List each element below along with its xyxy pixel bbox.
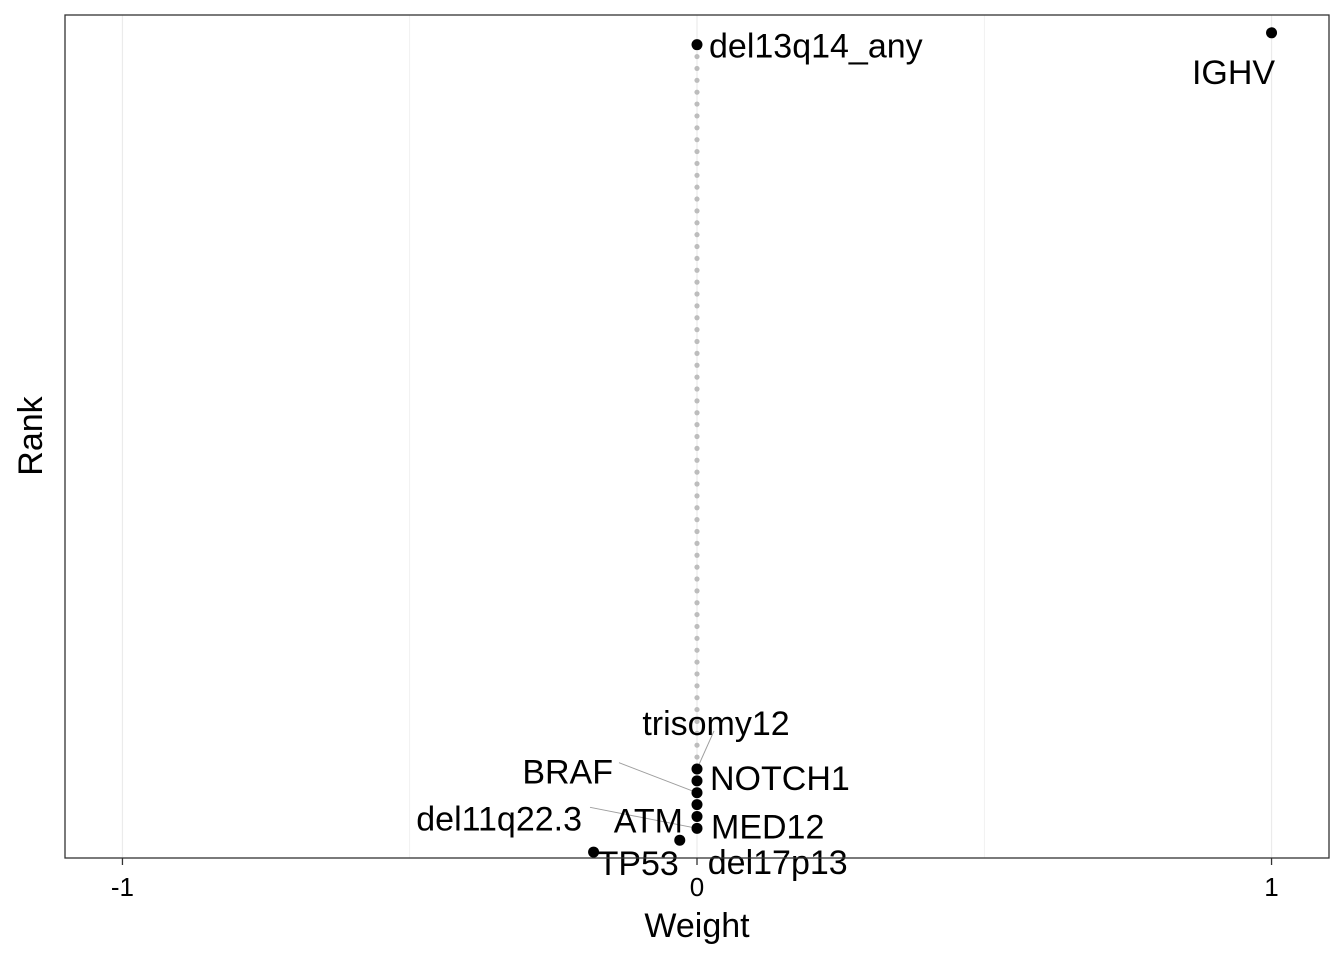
label-leader-line [696, 730, 715, 770]
zero-weight-point [694, 552, 700, 558]
zero-weight-point [694, 303, 700, 309]
zero-weight-point [694, 196, 700, 202]
data-point [691, 787, 703, 799]
zero-weight-point [694, 338, 700, 345]
x-tick-label: 0 [690, 872, 704, 902]
zero-weight-point [694, 53, 700, 60]
point-label: ATM [614, 803, 683, 841]
zero-weight-point [694, 481, 700, 487]
zero-reference-points [694, 53, 700, 760]
label-leader-line [618, 762, 698, 794]
point-label: MED12 [711, 808, 824, 846]
zero-weight-point [694, 327, 700, 333]
zero-weight-point [694, 279, 700, 285]
x-tick-label: 1 [1264, 872, 1278, 902]
zero-weight-point [694, 350, 700, 356]
zero-weight-point [694, 540, 700, 546]
point-label: del17p13 [708, 844, 848, 882]
data-points [588, 27, 1278, 858]
zero-weight-point [694, 718, 700, 725]
zero-weight-point [694, 600, 700, 606]
zero-weight-point [694, 564, 700, 570]
zero-weight-point [694, 65, 700, 72]
zero-weight-point [694, 659, 700, 665]
point-label: IGHV [1192, 54, 1275, 92]
zero-weight-point [694, 89, 700, 95]
zero-weight-point [694, 101, 700, 107]
point-label: TP53 [598, 845, 679, 883]
zero-weight-point [694, 220, 700, 226]
data-point [674, 834, 686, 846]
zero-weight-point [694, 683, 700, 689]
data-point [691, 775, 703, 787]
zero-weight-point [694, 267, 700, 273]
zero-weight-point [694, 362, 700, 368]
point-label: BRAF [522, 754, 613, 792]
zero-weight-point [694, 232, 700, 238]
zero-weight-point [694, 457, 700, 463]
zero-weight-point [694, 635, 700, 641]
point-label: trisomy12 [642, 705, 789, 743]
y-axis-title: Rank [12, 395, 50, 475]
zero-weight-point [694, 742, 700, 748]
zero-weight-point [694, 184, 700, 190]
point-label: del11q22.3 [416, 800, 582, 838]
zero-weight-point [694, 695, 700, 701]
zero-weight-point [694, 671, 700, 677]
zero-weight-point [694, 410, 700, 416]
data-point [691, 810, 703, 822]
zero-weight-point [694, 706, 700, 713]
zero-weight-point [694, 576, 700, 582]
zero-weight-point [694, 647, 700, 653]
zero-weight-point [694, 623, 700, 630]
data-point [691, 763, 703, 775]
zero-weight-point [694, 611, 700, 618]
zero-weight-point [694, 754, 700, 760]
zero-weight-point [694, 160, 700, 167]
data-point [691, 799, 703, 811]
zero-weight-point [694, 445, 700, 451]
zero-weight-point [694, 588, 700, 594]
data-point [691, 822, 703, 834]
zero-weight-point [694, 291, 700, 297]
zero-weight-point [694, 517, 700, 523]
zero-weight-point [694, 493, 700, 499]
label-leader-line [589, 806, 698, 829]
x-axis-title: Weight [644, 907, 750, 945]
zero-weight-point [694, 528, 700, 535]
point-label: del13q14_any [709, 28, 923, 66]
zero-weight-point [694, 730, 700, 736]
zero-weight-point [694, 137, 700, 143]
zero-weight-point [694, 208, 700, 214]
data-point [588, 846, 600, 858]
zero-weight-point [694, 505, 700, 511]
x-axis-ticks: -1 0 1 [111, 858, 1279, 902]
zero-weight-point [694, 243, 700, 250]
label-leader-lines [589, 730, 715, 829]
zero-weight-point [694, 374, 700, 380]
zero-weight-point [694, 469, 700, 475]
zero-weight-point [694, 433, 700, 440]
zero-weight-point [694, 422, 700, 428]
data-point [691, 39, 703, 51]
point-label: NOTCH1 [710, 760, 850, 798]
x-tick-label: -1 [111, 872, 134, 902]
zero-weight-point [694, 148, 700, 155]
data-point [1266, 27, 1278, 39]
zero-weight-point [694, 386, 700, 392]
zero-weight-point [694, 77, 700, 83]
zero-weight-point [694, 125, 700, 131]
zero-weight-point [694, 255, 700, 262]
zero-weight-point [694, 113, 700, 119]
zero-weight-point [694, 398, 700, 404]
zero-weight-point [694, 172, 700, 178]
zero-weight-point [694, 315, 700, 321]
